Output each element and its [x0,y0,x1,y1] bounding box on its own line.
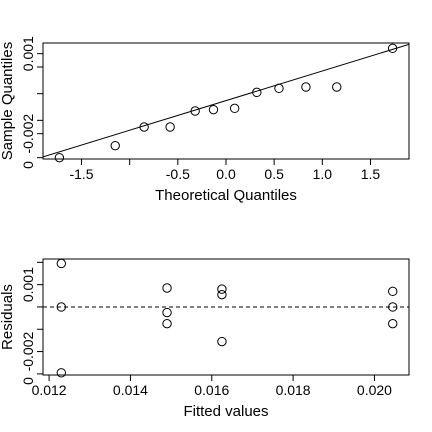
y-tick-label: 0.001 [20,36,36,71]
x-tick-label: 0.020 [357,382,392,398]
data-point [56,368,66,378]
data-point [217,336,227,347]
data-point [274,83,284,94]
data-point [56,258,66,269]
data-point [208,104,219,115]
x-tick-label: 0.5 [264,166,284,182]
data-point [388,302,398,312]
x-tick-label: 1.5 [361,166,381,182]
qq-plot-panel: -1.5 -0.5 0.0 0.5 1.0 1.5 -0.002 0.001 0 Theoreti… [0,36,410,204]
x-axis-label: Fitted values [183,403,268,420]
x-tick-label: -0.5 [166,166,190,182]
data-point [56,302,66,312]
x-tick-label: 0.014 [113,382,148,398]
x-tick-label: 1.0 [313,166,333,182]
data-point [229,103,240,114]
y-axis-label: Sample Quantiles [0,42,16,160]
y-tick-label: 0 [20,161,36,169]
data-point [110,140,120,151]
data-point [388,286,398,297]
y-tick-label: -0.002 [20,332,36,372]
data-point [165,122,175,132]
y-tick-label: 0.001 [20,267,36,302]
data-point [301,82,311,92]
y-tick-label: -0.002 [20,114,36,154]
data-point [54,152,65,163]
x-axis-label: Theoretical Quantiles [155,187,297,204]
data-point [162,318,172,329]
data-point [162,307,172,318]
data-point [252,87,262,98]
x-tick-label: -1.5 [69,166,93,182]
x-tick-label: 0.018 [276,382,311,398]
data-point [162,283,172,293]
data-point [388,318,398,329]
data-point [139,122,149,132]
data-point [387,43,398,54]
y-axis-label: Residuals [0,284,16,350]
residuals-plot-panel: 0.012 0.014 0.016 0.018 0.020 -0.002 0.001 0 Fit… [0,258,410,420]
x-tick-label: 0.012 [32,382,67,398]
data-point [217,289,227,300]
data-point [217,284,227,294]
qq-reference-line [43,43,409,158]
data-point [190,106,200,116]
x-tick-label: 0.0 [216,166,236,182]
data-point [332,82,342,92]
x-tick-label: 0.016 [194,382,229,398]
y-tick-label: 0 [20,377,36,385]
plot-frame [42,258,410,376]
